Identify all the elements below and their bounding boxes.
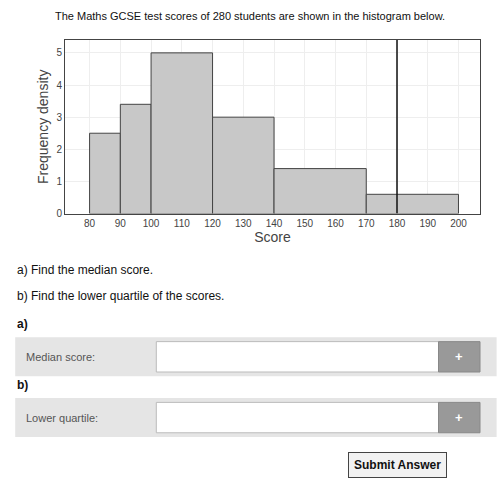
svg-text:Submit Answer: Submit Answer	[354, 458, 441, 472]
svg-text:130: 130	[235, 218, 252, 229]
svg-text:2: 2	[56, 144, 62, 155]
svg-text:160: 160	[327, 218, 344, 229]
svg-text:200: 200	[450, 218, 467, 229]
svg-text:180: 180	[389, 218, 406, 229]
svg-text:The Maths GCSE test scores of: The Maths GCSE test scores of 280 studen…	[55, 10, 445, 22]
svg-text:140: 140	[266, 218, 283, 229]
svg-text:150: 150	[296, 218, 313, 229]
svg-text:a): a)	[17, 317, 28, 331]
svg-text:Score: Score	[254, 229, 291, 245]
svg-text:Frequency density: Frequency density	[35, 70, 51, 184]
svg-text:5: 5	[56, 47, 62, 58]
svg-text:190: 190	[419, 218, 436, 229]
svg-text:110: 110	[174, 218, 190, 229]
svg-text:4: 4	[56, 80, 62, 91]
svg-text:120: 120	[204, 218, 221, 229]
svg-text:1: 1	[56, 176, 62, 187]
svg-text:80: 80	[84, 218, 96, 229]
svg-text:+: +	[455, 349, 463, 364]
svg-text:170: 170	[358, 218, 375, 229]
svg-text:0: 0	[56, 208, 62, 219]
svg-text:b) Find the lower quartile of: b) Find the lower quartile of the scores…	[17, 289, 224, 303]
svg-text:3: 3	[56, 112, 62, 123]
svg-text:90: 90	[115, 218, 127, 229]
svg-text:b): b)	[17, 378, 28, 392]
svg-text:+: +	[455, 410, 463, 425]
svg-text:a) Find the median score.: a) Find the median score.	[17, 263, 153, 277]
svg-text:100: 100	[143, 218, 160, 229]
svg-text:Lower quartile:: Lower quartile:	[26, 412, 98, 424]
svg-text:Median score:: Median score:	[26, 351, 95, 363]
